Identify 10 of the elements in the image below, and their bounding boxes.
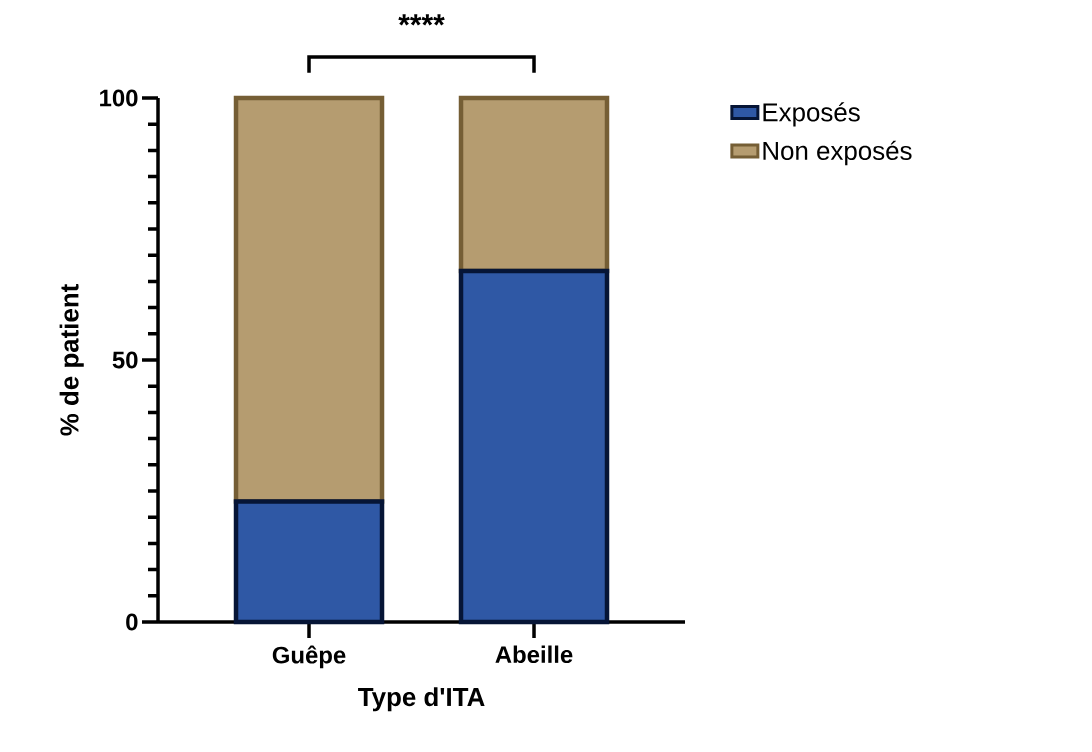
- y-axis-title: % de patient: [59, 284, 84, 436]
- y-tick-label: 100: [100, 89, 138, 107]
- y-tick-label: 50: [112, 351, 138, 369]
- legend-label: Exposés: [763, 102, 860, 127]
- x-tick-label: Abeille: [495, 645, 573, 664]
- x-tick-label: Guêpe: [272, 645, 346, 669]
- x-axis-title: Type d'ITA: [358, 687, 485, 712]
- legend-label: Non exposés: [763, 140, 912, 166]
- y-tick-label: 0: [126, 613, 138, 631]
- text: ****: [398, 14, 445, 26]
